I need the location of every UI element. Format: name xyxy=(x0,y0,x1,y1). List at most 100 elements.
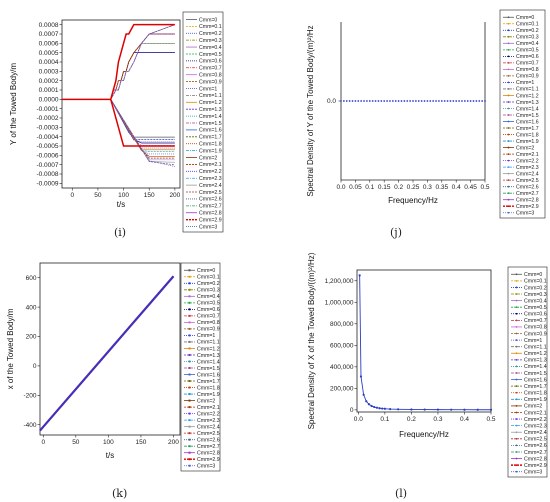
legend-marker xyxy=(507,101,510,103)
y-tick-label: 400 xyxy=(26,304,37,311)
legend-label: Cmm=2.3 xyxy=(524,423,547,429)
legend-label: Cmm=2.6 xyxy=(199,197,222,203)
legend-label: Cmm=2.1 xyxy=(199,162,222,168)
legend-label: Cmm=1.1 xyxy=(524,344,547,350)
legend-label: Cmm=2 xyxy=(199,155,217,161)
data-point xyxy=(412,100,414,102)
data-point xyxy=(435,100,437,102)
legend-marker xyxy=(188,282,191,285)
series-line xyxy=(39,275,174,431)
legend-marker xyxy=(188,327,191,330)
data-point xyxy=(458,100,460,102)
legend-label: Cmm=1.8 xyxy=(199,142,222,148)
legend-label: Cmm=2.2 xyxy=(197,411,220,417)
legend-label: Cmm=0.7 xyxy=(197,314,220,320)
legend-marker xyxy=(188,458,191,461)
data-point xyxy=(381,407,384,410)
legend-marker xyxy=(507,16,510,19)
legend-label: Cmm=2.1 xyxy=(197,405,220,411)
x-tick-label: 0.2 xyxy=(407,416,416,423)
plot-frame xyxy=(39,262,181,436)
y-tick-label: 800,000 xyxy=(330,321,354,328)
legend-label: Cmm=0.7 xyxy=(199,66,222,72)
legend-label: Cmm=1.2 xyxy=(199,100,222,106)
data-point xyxy=(378,407,381,410)
legend-label: Cmm=2.9 xyxy=(524,463,547,469)
x-tick-label: 150 xyxy=(136,439,147,446)
legend-marker xyxy=(515,332,518,335)
data-point xyxy=(455,100,458,102)
legend-label: Cmm=3 xyxy=(199,224,217,230)
legend-label: Cmm=1.6 xyxy=(199,128,222,134)
legend-label: Cmm=0.3 xyxy=(524,292,547,298)
legend-label: Cmm=2.8 xyxy=(197,451,220,457)
legend-marker xyxy=(515,451,518,453)
legend-label: Cmm=0.1 xyxy=(197,275,220,281)
panel-label-l: (l) xyxy=(395,487,407,500)
legend-label: Cmm=1.2 xyxy=(516,93,539,99)
legend-label: Cmm=2 xyxy=(516,145,534,151)
legend-marker xyxy=(188,347,191,350)
y-tick-label: 0 xyxy=(33,363,37,370)
legend-label: Cmm=2.7 xyxy=(199,204,222,210)
legend-label: Cmm=2.7 xyxy=(516,191,539,197)
data-point xyxy=(360,100,363,102)
data-point xyxy=(358,274,361,277)
legend-label: Cmm=2.5 xyxy=(516,178,539,184)
x-tick-label: 0.35 xyxy=(435,184,448,191)
data-point xyxy=(449,100,452,102)
legend-marker xyxy=(188,451,191,454)
legend-marker xyxy=(515,365,518,368)
x-tick-label: 0.5 xyxy=(486,416,495,423)
y-tick-label: 0.0003 xyxy=(39,69,59,76)
y-tick-label: -0.0003 xyxy=(36,125,58,132)
data-point xyxy=(466,100,469,102)
series-line xyxy=(110,24,175,100)
legend-marker xyxy=(188,367,191,369)
legend-marker xyxy=(507,94,510,97)
series-line xyxy=(110,99,175,146)
legend-marker xyxy=(507,68,510,71)
legend-marker xyxy=(515,431,518,434)
legend-label: Cmm=0.6 xyxy=(199,59,222,65)
data-point xyxy=(463,100,466,102)
x-tick-label: 0.45 xyxy=(464,184,477,191)
legend-marker xyxy=(507,179,510,182)
data-point xyxy=(367,403,371,406)
legend-label: Cmm=0.4 xyxy=(524,298,547,304)
legend-label: Cmm=2.9 xyxy=(199,217,222,223)
series-line xyxy=(110,42,175,100)
series-line xyxy=(110,33,175,100)
legend-marker xyxy=(507,140,510,142)
legend-label: Cmm=1 xyxy=(524,338,542,344)
y-tick-label: -0.0009 xyxy=(36,181,58,188)
panel-i: 0 50 100 150 200 -0.0009 -0.0008 -0.0007 -0.0006… xyxy=(9,11,224,233)
legend-marker xyxy=(507,114,510,116)
y-tick-label: 1,200,000 xyxy=(325,278,354,285)
legend-label: Cmm=1.1 xyxy=(197,340,220,346)
legend-label: Cmm=1.6 xyxy=(524,377,547,383)
legend-label: Cmm=2.9 xyxy=(197,457,220,463)
x-tick-label: 0.0 xyxy=(336,184,345,191)
y-tick-label: -0.0002 xyxy=(36,115,58,122)
y-tick-label: 0.0 xyxy=(327,98,336,105)
series-line xyxy=(110,52,175,100)
legend-marker xyxy=(507,48,510,51)
series-line xyxy=(110,99,175,163)
data-point xyxy=(365,400,368,403)
data-point xyxy=(414,100,417,102)
x-tick-label: 200 xyxy=(169,192,180,199)
legend-label: Cmm=2.4 xyxy=(199,183,222,189)
legend-label: Cmm=1.6 xyxy=(197,372,220,378)
legend-label: Cmm=0.9 xyxy=(199,79,222,85)
legend-marker xyxy=(515,319,518,322)
y-axis-label: Spectral Density of X of the Towed Body/… xyxy=(307,252,316,429)
series-line xyxy=(110,52,175,100)
data-point xyxy=(438,100,440,102)
x-tick-label: 0.25 xyxy=(407,184,420,191)
x-axis-label: Frequency/Hz xyxy=(388,196,438,205)
series-line xyxy=(110,33,175,100)
legend-label: Cmm=1.3 xyxy=(199,107,222,113)
legend-marker xyxy=(188,301,191,304)
legend-label: Cmm=0.9 xyxy=(197,327,220,333)
